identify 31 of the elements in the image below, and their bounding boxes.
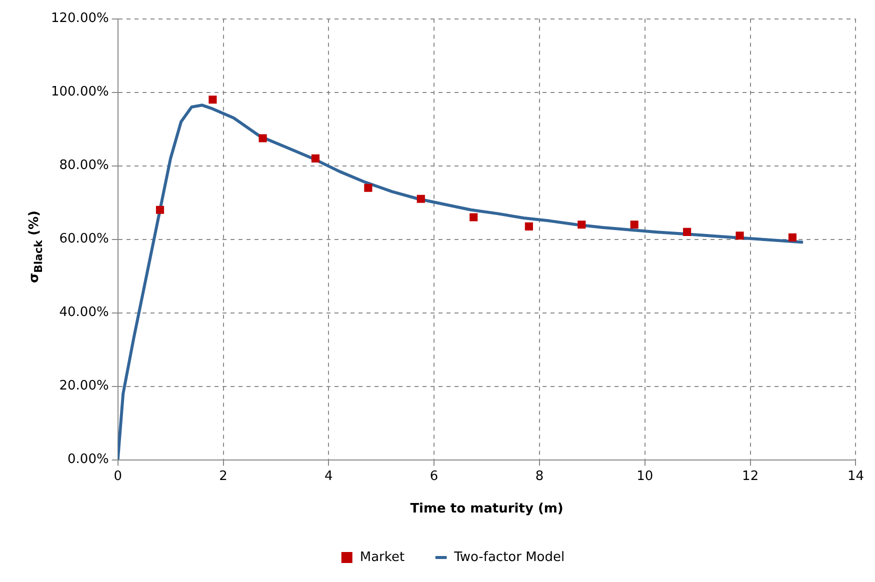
y-tick-label: 60.00% — [59, 232, 109, 247]
point — [156, 206, 164, 214]
legend-label: Two-factor Model — [453, 550, 565, 565]
x-tick-label: 4 — [324, 468, 333, 484]
x-tick-label: 6 — [430, 468, 438, 484]
point — [208, 96, 217, 104]
point — [416, 194, 425, 203]
point — [258, 134, 267, 142]
legend-label: Market — [360, 550, 405, 565]
x-tick-label: 10 — [636, 468, 654, 484]
y-tick-label: 20.00% — [59, 378, 109, 394]
point — [736, 232, 744, 240]
y-tick-label: 120.00% — [50, 11, 109, 26]
y-tick-label: 80.00% — [59, 158, 109, 174]
point — [788, 233, 797, 242]
point — [578, 220, 586, 229]
point — [364, 184, 372, 192]
x-tick-label: 2 — [219, 468, 228, 484]
point — [470, 213, 478, 222]
y-tick-label: 100.00% — [50, 84, 109, 100]
x-tick-label: 8 — [535, 468, 544, 484]
x-tick-label: 14 — [847, 468, 864, 484]
x-tick-label: 0 — [114, 468, 122, 484]
point — [311, 154, 320, 162]
point — [683, 228, 692, 236]
point — [630, 220, 638, 229]
point — [524, 222, 533, 230]
x-axis-title: Time to maturity (m) — [410, 502, 564, 517]
x-tick-label: 12 — [742, 468, 759, 484]
y-tick-label: 40.00% — [59, 305, 109, 320]
y-tick-label: 0.00% — [68, 452, 109, 468]
